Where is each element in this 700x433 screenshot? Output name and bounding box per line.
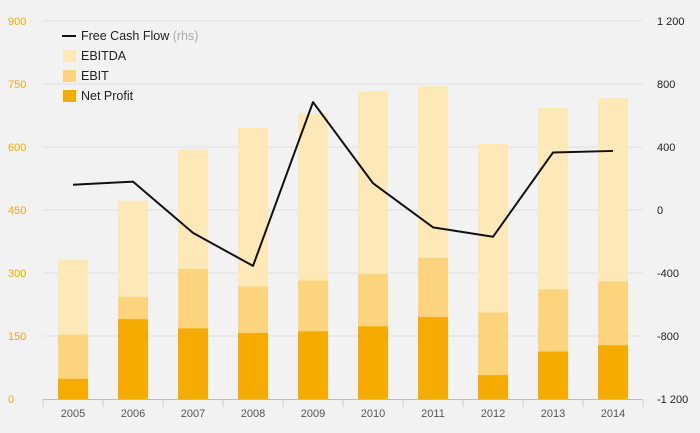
bar-net-profit bbox=[478, 375, 508, 399]
bar-net-profit bbox=[238, 333, 268, 399]
bar-net-profit bbox=[178, 328, 208, 399]
bar-net-profit bbox=[358, 326, 388, 399]
y-right-tick-label: 400 bbox=[657, 142, 675, 154]
x-tick-label: 2006 bbox=[121, 408, 145, 420]
legend-label-net-profit: Net Profit bbox=[81, 89, 134, 103]
bar-net-profit bbox=[538, 351, 568, 399]
y-right-tick-label: -400 bbox=[657, 268, 679, 280]
x-tick-label: 2010 bbox=[361, 408, 385, 420]
y-left-tick-label: 750 bbox=[8, 79, 26, 91]
x-tick-label: 2005 bbox=[61, 408, 85, 420]
legend-label-fcf: Free Cash Flow (rhs) bbox=[81, 29, 198, 43]
bars bbox=[58, 86, 628, 400]
y-right-tick-label: 800 bbox=[657, 79, 675, 91]
x-tick-label: 2014 bbox=[601, 408, 625, 420]
legend-swatch-ebitda bbox=[63, 50, 76, 62]
y-right-tick-label: 0 bbox=[657, 205, 663, 217]
x-tick-label: 2012 bbox=[481, 408, 505, 420]
y-left-tick-label: 600 bbox=[8, 142, 26, 154]
x-tick-label: 2013 bbox=[541, 408, 565, 420]
x-tick-label: 2008 bbox=[241, 408, 265, 420]
axes: 0 150 300 450 600 750 900 -1 200 -800 -400 0 400 800… bbox=[8, 16, 688, 420]
bar-net-profit bbox=[298, 331, 328, 399]
x-tick-label: 2009 bbox=[301, 408, 325, 420]
bar-net-profit bbox=[118, 319, 148, 399]
legend-swatch-ebit bbox=[63, 70, 76, 82]
legend-label-ebitda: EBITDA bbox=[81, 49, 127, 63]
y-left-tick-label: 900 bbox=[8, 16, 26, 28]
bar-net-profit bbox=[598, 345, 628, 399]
legend-label-ebit: EBIT bbox=[81, 69, 109, 83]
y-left-tick-label: 0 bbox=[8, 394, 14, 406]
y-left-tick-label: 450 bbox=[8, 205, 26, 217]
legend: Free Cash Flow (rhs) EBITDA EBIT Net Pro… bbox=[62, 29, 198, 103]
y-right-tick-label: -1 200 bbox=[657, 394, 688, 406]
y-left-tick-label: 150 bbox=[8, 331, 26, 343]
x-tick-label: 2007 bbox=[181, 408, 205, 420]
bar-net-profit bbox=[418, 317, 448, 399]
y-right-tick-label: 1 200 bbox=[657, 16, 685, 28]
legend-swatch-net-profit bbox=[63, 90, 76, 102]
x-tick-label: 2011 bbox=[421, 408, 445, 420]
y-right-tick-label: -800 bbox=[657, 331, 679, 343]
y-left-tick-label: 300 bbox=[8, 268, 26, 280]
bar-net-profit bbox=[58, 378, 88, 399]
fcf-line bbox=[72, 101, 614, 267]
line-free-cash-flow bbox=[72, 101, 614, 267]
